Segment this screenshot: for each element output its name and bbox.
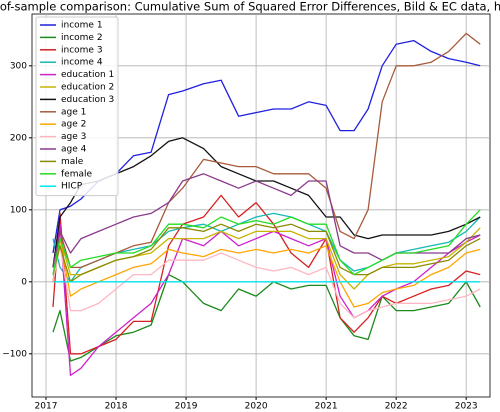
legend-label: income 3	[61, 45, 103, 55]
legend-label: education 1	[61, 70, 114, 80]
series-line	[52, 237, 481, 308]
plot-frame	[31, 13, 491, 398]
y-tick-label: 200	[10, 133, 27, 143]
series-line	[52, 223, 481, 377]
y-tick-label: −100	[2, 349, 27, 359]
series-line	[52, 209, 481, 276]
x-tick-label: 2018	[105, 402, 128, 412]
series-line	[52, 245, 481, 319]
legend-label: education 2	[61, 83, 114, 93]
legend-label: female	[61, 169, 92, 179]
legend-label: age 1	[61, 107, 86, 117]
legend-label: income 1	[61, 21, 103, 31]
legend-label: income 2	[61, 33, 103, 43]
series-line	[52, 32, 481, 282]
legend-label: HICP	[61, 182, 83, 192]
x-tick-label: 2019	[175, 402, 198, 412]
chart-title: Out-of-sample comparison: Cumulative Sum…	[0, 0, 500, 14]
x-tick-label: 2017	[35, 402, 58, 412]
series-line	[52, 223, 481, 283]
legend-label: age 2	[61, 120, 86, 130]
legend-label: education 3	[61, 95, 114, 105]
legend-label: age 4	[61, 145, 87, 155]
x-tick-label: 2022	[385, 402, 408, 412]
x-tick-label: 2023	[455, 402, 478, 412]
y-tick-label: 100	[10, 205, 27, 215]
y-tick-label: 300	[10, 61, 27, 71]
legend-label: age 3	[61, 132, 86, 142]
y-tick-label: 0	[21, 277, 27, 287]
x-tick-label: 2020	[245, 402, 268, 412]
legend-box	[35, 16, 119, 197]
series-line	[52, 273, 481, 362]
series-line	[52, 194, 481, 355]
legend-label: income 4	[61, 58, 103, 68]
legend-label: male	[61, 157, 84, 167]
x-tick-label: 2021	[315, 402, 338, 412]
